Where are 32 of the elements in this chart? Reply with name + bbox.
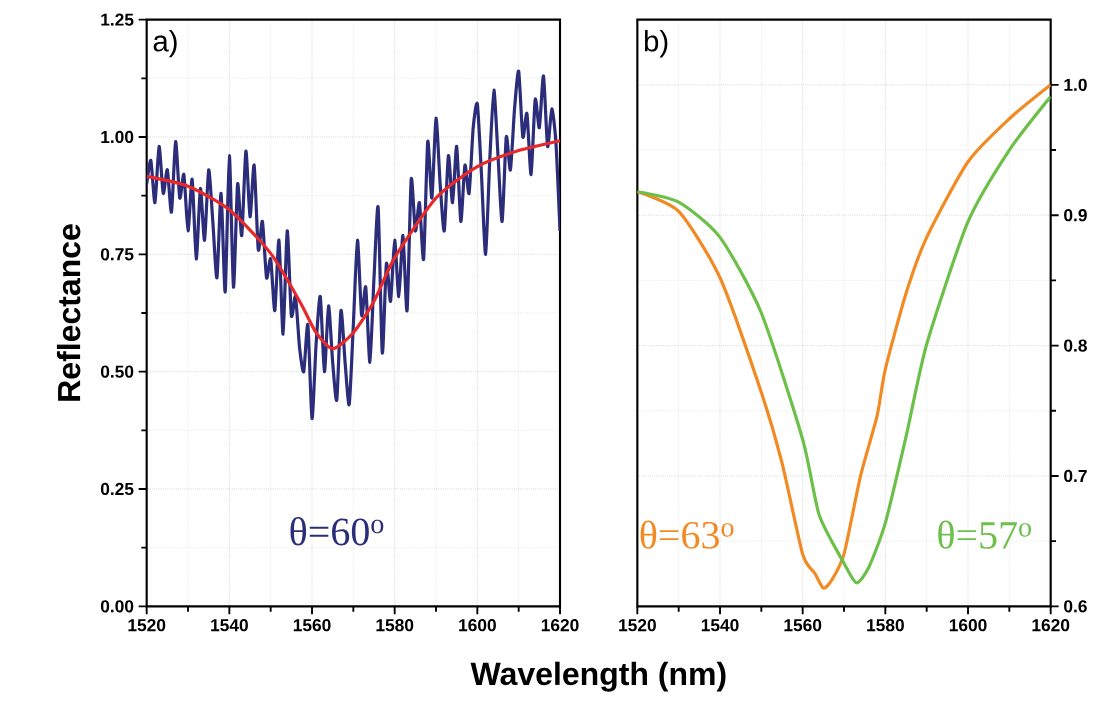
annotation: a) <box>153 30 177 58</box>
x-tick-label: 1620 <box>1032 619 1070 632</box>
x-tick-label: 1580 <box>867 619 904 632</box>
x-tick-label: 1520 <box>128 619 166 632</box>
x-tick-label: 1520 <box>619 619 656 632</box>
x-tick-label: 1600 <box>949 619 987 632</box>
x-tick-label: 1560 <box>784 619 822 632</box>
y-tick-label: 1.25 <box>101 13 134 26</box>
x-tick-label: 1600 <box>459 619 496 632</box>
y-tick-label: 0.7 <box>1064 469 1087 483</box>
series-label: θ=57$^{o}$ <box>938 520 1032 549</box>
x-tick-label: 1620 <box>541 619 579 632</box>
x-tick-label: 1540 <box>701 619 739 632</box>
y-axis-title: Reflectance <box>56 224 81 401</box>
y-tick-label: 0.25 <box>100 482 134 496</box>
y-tick-label: 0.50 <box>100 365 134 378</box>
series-label: θ=63$^{o}$ <box>640 520 734 549</box>
x-axis-title: Wavelength (nm) <box>470 661 726 692</box>
y-tick-label: 0.8 <box>1064 339 1087 352</box>
y-tick-label: 0.6 <box>1064 600 1087 613</box>
x-tick-label: 1560 <box>293 619 331 632</box>
annotation: b) <box>644 30 668 58</box>
y-tick-label: 0.75 <box>100 248 134 261</box>
x-tick-label: 1580 <box>376 619 414 632</box>
y-tick-label: 0.00 <box>100 600 134 613</box>
y-tick-label: 1.00 <box>101 130 134 144</box>
y-tick-label: 0.9 <box>1064 209 1087 222</box>
x-tick-label: 1540 <box>211 619 248 632</box>
y-tick-label: 1.0 <box>1064 78 1087 91</box>
text: θ=60$^{o}$ <box>290 517 384 546</box>
line-series <box>146 139 561 351</box>
line-series <box>146 69 561 421</box>
